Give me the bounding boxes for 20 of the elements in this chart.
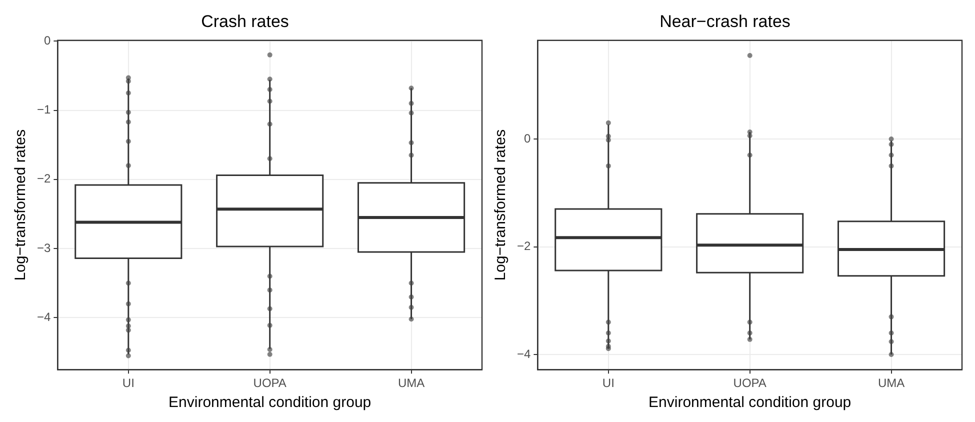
y-tick-label: −2 bbox=[516, 239, 531, 254]
y-tick-label: −1 bbox=[36, 102, 51, 117]
x-tick-label: UMA bbox=[398, 376, 425, 390]
y-tick-label: 0 bbox=[524, 131, 531, 146]
x-tick-label: UMA bbox=[878, 376, 905, 390]
x-axis-title: Environmental condition group bbox=[168, 394, 372, 412]
x-axis-title: Environmental condition group bbox=[648, 394, 852, 412]
chart-title: Near−crash rates bbox=[660, 12, 790, 31]
y-axis-title: Log−transformed rates bbox=[492, 129, 510, 281]
chart-title: Crash rates bbox=[201, 12, 289, 31]
y-tick-label: −4 bbox=[516, 346, 531, 361]
x-tick-label: UOPA bbox=[733, 376, 766, 390]
y-tick-label: −4 bbox=[36, 310, 51, 324]
y-axis-title: Log−transformed rates bbox=[12, 129, 30, 281]
x-tick-label: UI bbox=[122, 376, 134, 390]
x-tick-label: UOPA bbox=[253, 376, 286, 390]
x-tick-label: UI bbox=[602, 376, 614, 390]
y-tick-label: 0 bbox=[44, 33, 51, 48]
y-tick-label: −2 bbox=[36, 172, 51, 186]
y-tick-label: −3 bbox=[36, 240, 51, 255]
